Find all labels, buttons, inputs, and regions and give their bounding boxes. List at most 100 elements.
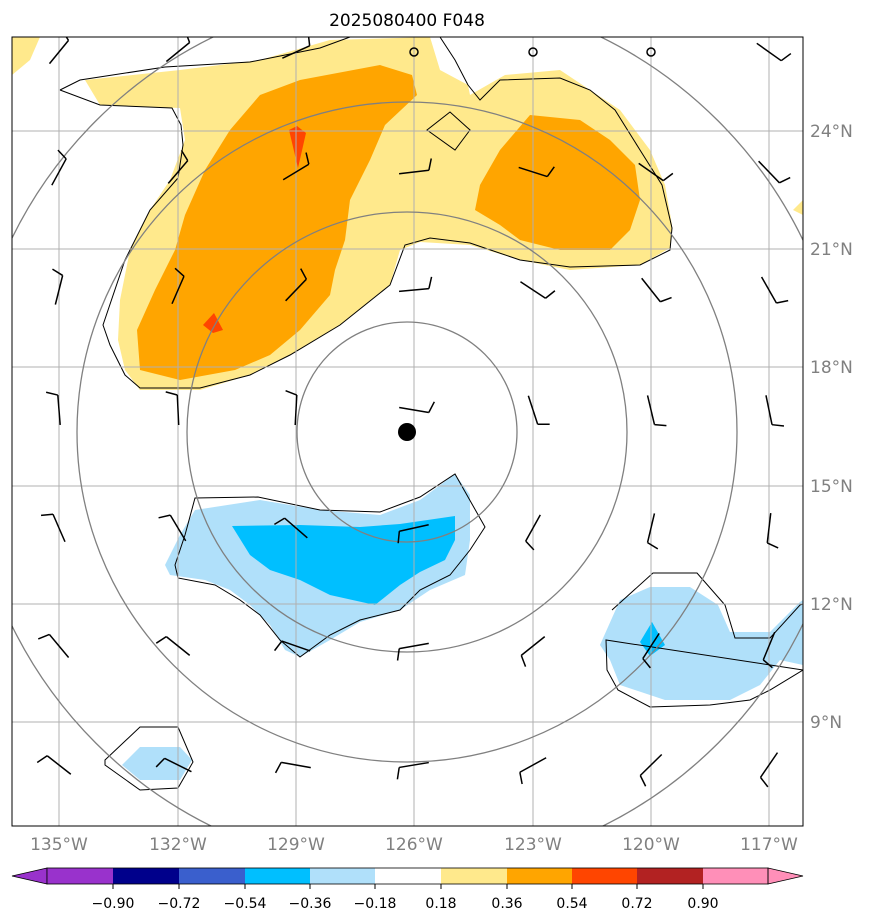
wind-barb-flag [397, 531, 401, 544]
wind-barb-shaft [165, 636, 191, 656]
wind-barb-shaft [638, 162, 664, 182]
wind-barb-flag [307, 37, 311, 46]
colorbar-label: −0.90 [92, 896, 135, 912]
wind-barb-flag [642, 658, 651, 669]
lat-label: 15°N [810, 477, 853, 497]
wind-barb-flag [300, 268, 308, 280]
positive-contour-fill-high [203, 126, 306, 333]
wind-barb-shaft [399, 524, 429, 532]
wind-barb-shaft [756, 42, 782, 62]
wind-barb-flag [273, 640, 283, 652]
wind-barb-flag [771, 423, 785, 427]
wind-barb-flag [428, 401, 435, 413]
wind-barb-shaft [48, 633, 70, 659]
lon-label: 129°W [267, 835, 325, 855]
wind-barb-shaft [525, 514, 541, 542]
wind-barb-flag [546, 166, 555, 177]
wind-barb-shaft [758, 160, 780, 184]
colorbar: −0.90 −0.72 −0.54 −0.36 −0.18 0.18 0.36 … [11, 867, 804, 912]
wind-barb-flag [180, 149, 189, 161]
wind-barb-flag [519, 772, 523, 785]
lat-label: 18°N [810, 358, 853, 378]
wind-barb-shaft [169, 514, 187, 542]
wind-barb-shaft [760, 276, 778, 304]
wind-barb-flag [305, 152, 310, 165]
contour-lines [59, 37, 803, 791]
wind-barb-flag [779, 176, 791, 184]
wind-barb-shaft [399, 761, 429, 769]
wind-barb-shaft [641, 277, 661, 303]
colorbar-ticks [112, 884, 704, 889]
colorbar-segment [245, 868, 310, 884]
map-frame [11, 36, 804, 827]
colorbar-extend-low [11, 867, 48, 885]
wind-barb-flag [428, 158, 432, 171]
wind-barb-flag [662, 172, 674, 182]
lon-label: 135°W [30, 835, 88, 855]
wind-barb-shaft [518, 166, 548, 178]
wind-barb-flag [766, 542, 779, 549]
colorbar-segment [113, 868, 179, 884]
wind-barb-shaft [281, 640, 311, 652]
positive-contour-fill-mid [137, 65, 640, 380]
wind-barb-shaft [48, 39, 70, 65]
wind-barb-flag [660, 296, 672, 303]
colorbar-segment [507, 868, 572, 884]
colorbar-label: 0.36 [491, 896, 522, 912]
wind-barb-flag [158, 514, 171, 519]
lon-label: 132°W [149, 835, 207, 855]
wind-barb-shaft [646, 513, 656, 543]
wind-barb-flag [285, 390, 298, 396]
wind-barb-shaft [399, 406, 429, 414]
wind-barb-shaft [165, 41, 191, 63]
wind-barb-shaft [527, 395, 539, 425]
wind-barb-shaft [167, 160, 189, 184]
figure-title: 2025080400 F048 [329, 11, 485, 31]
wind-barb-flag [545, 290, 556, 299]
wind-barb-shaft [520, 636, 546, 656]
wind-barb-flag [165, 391, 178, 396]
colorbar-label: 0.72 [621, 896, 652, 912]
wind-barb-flag [647, 541, 659, 550]
wind-barb-flag [428, 276, 433, 289]
wind-barb-shaft [762, 631, 776, 661]
colorbar-segment [47, 868, 113, 884]
calm-wind-marker [528, 47, 538, 57]
wind-barb-shaft [282, 163, 310, 181]
colorbar-extend-high [767, 867, 804, 885]
wind-barb-flag [654, 423, 667, 427]
wind-barb-shaft [284, 517, 308, 539]
wind-barb-shaft [285, 278, 307, 302]
wind-barb-flag [639, 775, 647, 787]
wind-barb-shaft [282, 45, 310, 59]
wind-barb-flag [780, 52, 792, 62]
calm-wind-marker [409, 47, 419, 57]
lat-label: 24°N [810, 122, 853, 142]
wind-barb-shaft [51, 158, 67, 186]
wind-barb-shaft [399, 169, 429, 175]
wind-barb-flag [52, 268, 64, 277]
lat-label: 9°N [810, 713, 842, 733]
storm-center-marker [398, 423, 416, 441]
colorbar-outline [46, 867, 769, 885]
wind-barb-shaft [164, 757, 192, 773]
map-area [12, 37, 803, 826]
wind-barb-flag [759, 776, 769, 788]
wind-barb-flag [520, 655, 527, 667]
wind-barb-flag [274, 761, 282, 774]
colorbar-segment [179, 868, 245, 884]
wind-barb-shaft [519, 757, 547, 773]
colorbar-segment [375, 868, 441, 884]
longitude-labels: 135°W 132°W 129°W 126°W 123°W 120°W 117°… [30, 835, 798, 855]
colorbar-segment [637, 868, 703, 884]
wind-barb-shaft [281, 761, 311, 769]
wind-barb-shaft [639, 753, 663, 777]
wind-barb-shaft [57, 394, 61, 426]
wind-barb-shaft [54, 275, 64, 305]
wind-barb-flag [174, 267, 185, 277]
wind-barb-flag [274, 517, 286, 525]
colorbar-label: −0.18 [354, 896, 397, 912]
wind-barb-flag [57, 149, 67, 160]
colorbar-label: 0.54 [556, 896, 587, 912]
colorbar-segment [703, 868, 768, 884]
